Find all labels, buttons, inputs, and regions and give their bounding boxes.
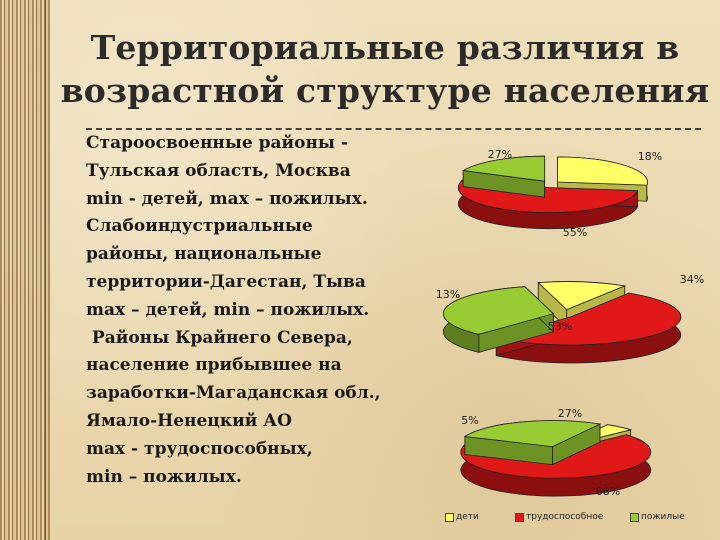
pie-slice-top [463,420,602,447]
slide-title: Территориальные различия в возрастной ст… [60,26,710,112]
pie-label-пожилые: 18% [638,150,662,163]
pie-charts-area: 27% 55% 18% 13% 53% 34% 5% 68% 27% [430,140,715,514]
text-line: Слабоиндустриальные [86,216,313,237]
pie-chart-1: 27% 55% 18% [457,148,662,239]
text-line: max – детей, min – пожилых. [86,299,370,320]
pie-label-пожилые: 27% [558,407,582,420]
pie-slice-пожилые [462,155,546,198]
title-line-1: Территориальные различия в [90,28,680,67]
body-text: Староосвоенные районы - Тульская область… [86,130,426,491]
pie-slice-пожилые [443,285,555,353]
text-line: Ямало-Ненецкий АО [86,410,292,431]
pie-slice-top [557,156,648,186]
legend-swatch-elderly [630,512,639,522]
legend-label-children: дети [456,512,479,522]
dashed-divider [86,128,701,130]
chart-legend: дети трудоспособное пожилые [445,512,715,528]
text-line: территории-Дагестан, Тыва [86,271,366,292]
legend-item-elderly: пожилые [630,512,685,522]
title-line-2: возрастной структуре населения [60,71,710,110]
legend-label-working: трудоспособное [526,512,604,522]
text-line: min - детей, max – пожилых. [86,188,368,209]
pie-chart-2: 13% 53% 34% [436,273,704,364]
text-line: районы, национальные [86,244,322,265]
pie-slice-top [443,286,555,335]
pie-label-дети: 5% [461,414,478,427]
text-line: население прибывшее на [86,355,342,376]
pie-chart-3: 5% 68% 27% [460,407,652,498]
legend-swatch-children [445,512,454,522]
pie-label-пожилые: 34% [680,273,704,286]
text-line: Тульская область, Москва [86,160,351,181]
pie-charts-svg: 27% 55% 18% 13% 53% 34% 5% 68% 27% [436,148,704,498]
text-line: max - трудоспособных, [86,438,313,459]
decorative-left-border [0,0,50,540]
text-line: Районы Крайнего Севера, [86,327,353,348]
text-line: Староосвоенные районы - [86,133,348,153]
legend-item-working: трудоспособное [515,512,603,522]
legend-swatch-working [515,512,524,522]
text-line: заработки-Магаданская обл., [86,383,381,404]
pie-slice-top [462,155,546,182]
legend-label-elderly: пожилые [641,512,685,522]
pie-slice-трудоспособное [457,176,639,229]
pie-label-трудоспособное: 55% [563,226,587,239]
pie-label-трудоспособное: 53% [548,320,572,333]
pie-slice-top [537,281,627,311]
legend-item-children: дети [445,512,479,522]
text-line: min – пожилых. [86,466,242,487]
pie-slice-пожилые [463,420,602,466]
pie-label-дети: 13% [436,288,460,301]
pie-label-трудоспособное: 68% [596,485,620,498]
pie-label-дети: 27% [488,148,512,161]
